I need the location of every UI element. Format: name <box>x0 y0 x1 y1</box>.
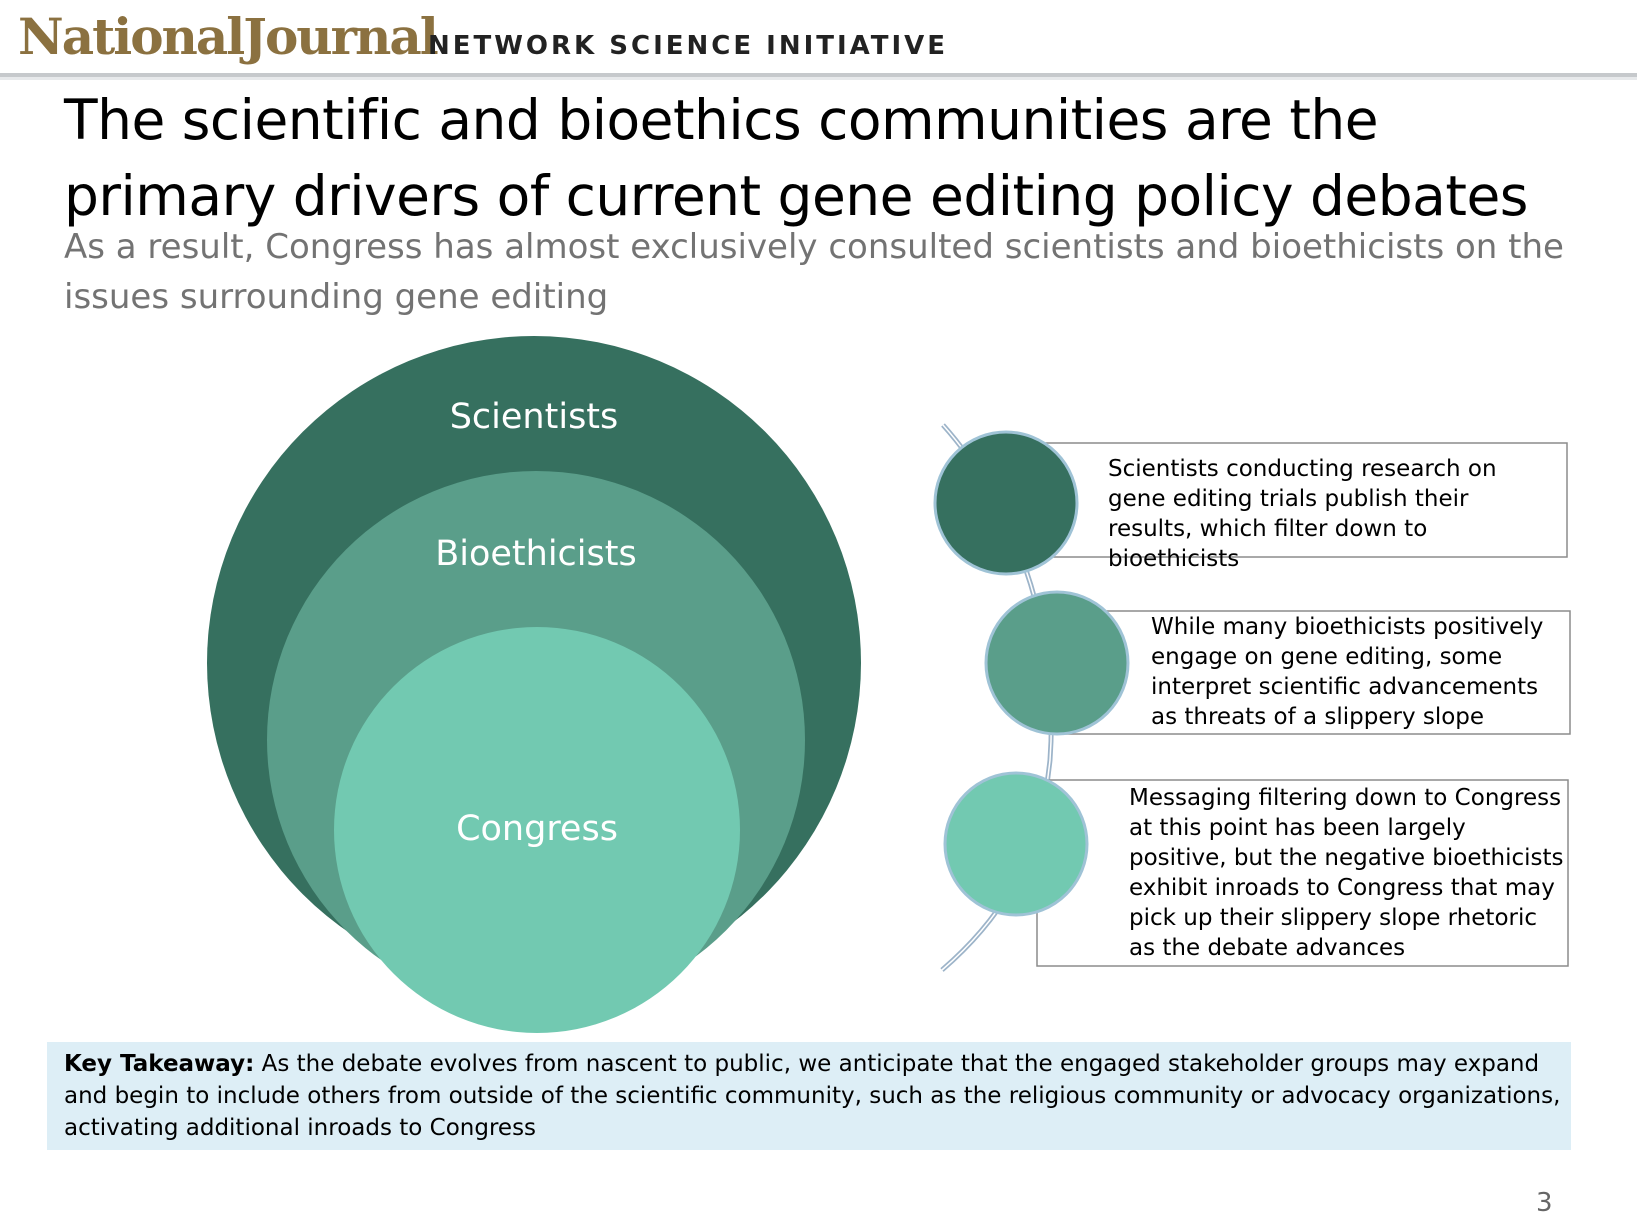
scientists-marker <box>933 430 1079 576</box>
congress-description: Messaging filtering down to Congress at … <box>1129 785 1564 961</box>
bioethicists-desc-box <box>1054 610 1571 735</box>
key-takeaway-label: Key Takeaway: <box>64 1051 255 1077</box>
header: NationalJournal NETWORK SCIENCE INITIATI… <box>0 0 1637 78</box>
congress-label: Congress <box>456 809 618 849</box>
key-takeaway-body: As the debate evolves from nascent to pu… <box>64 1051 1561 1141</box>
initiative-label: NETWORK SCIENCE INITIATIVE <box>428 31 949 61</box>
slide-title: The scientific and bioethics communities… <box>64 88 1528 228</box>
congress-desc-box <box>1036 779 1569 967</box>
slide-subtitle: As a result, Congress has almost exclusi… <box>64 227 1564 317</box>
scientists-description: Scientists conducting research on gene e… <box>1108 456 1497 572</box>
congress-marker <box>943 771 1089 917</box>
scientists-label: Scientists <box>449 397 619 437</box>
congress-circle <box>334 627 740 1033</box>
page-number: 3 <box>1536 1188 1553 1218</box>
bioethicists-marker <box>984 590 1130 736</box>
header-divider-shadow <box>0 77 1637 80</box>
bioethicists-description: While many bioethicists positively engag… <box>1151 614 1544 730</box>
header-divider <box>0 73 1637 77</box>
key-takeaway-text: Key Takeaway: As the debate evolves from… <box>64 1048 1564 1144</box>
bioethicists-label: Bioethicists <box>435 534 637 574</box>
national-journal-logo: NationalJournal <box>18 7 439 66</box>
key-takeaway-box: Key Takeaway: As the debate evolves from… <box>47 1042 1571 1150</box>
